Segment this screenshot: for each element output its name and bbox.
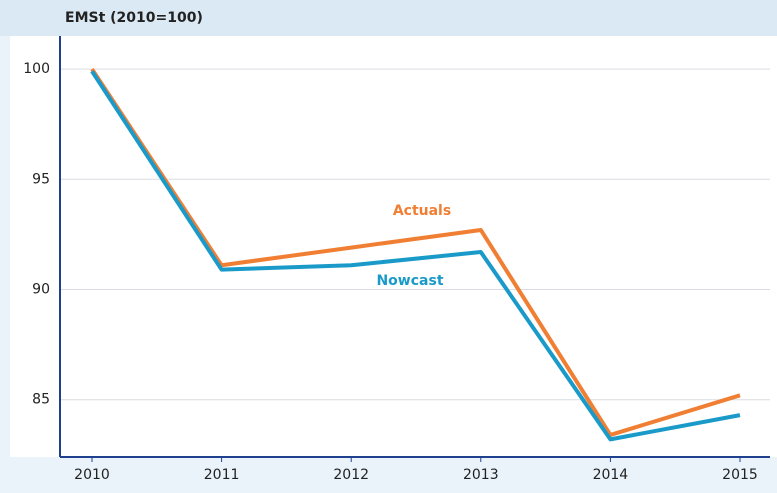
x-tick-label: 2015 xyxy=(722,467,758,483)
plot-area xyxy=(10,36,777,457)
y-tick-label: 85 xyxy=(32,392,50,408)
grid xyxy=(60,68,770,401)
y-tick-label: 95 xyxy=(32,171,50,187)
x-tick-label: 2010 xyxy=(74,467,110,483)
x-tick-label: 2012 xyxy=(333,467,369,483)
y-tick-label: 100 xyxy=(23,61,50,77)
series-line xyxy=(90,67,741,437)
x-tick-label: 2014 xyxy=(593,467,629,483)
series-label: Actuals xyxy=(393,203,451,219)
y-tick-label: 90 xyxy=(32,281,50,297)
chart-title: EMSt (2010=100) xyxy=(65,10,203,26)
header-band xyxy=(0,0,777,36)
series-label: Nowcast xyxy=(376,273,443,289)
x-tick-label: 2011 xyxy=(204,467,240,483)
series-line xyxy=(90,70,741,442)
x-tick-label: 2013 xyxy=(463,467,499,483)
marks xyxy=(90,67,741,442)
